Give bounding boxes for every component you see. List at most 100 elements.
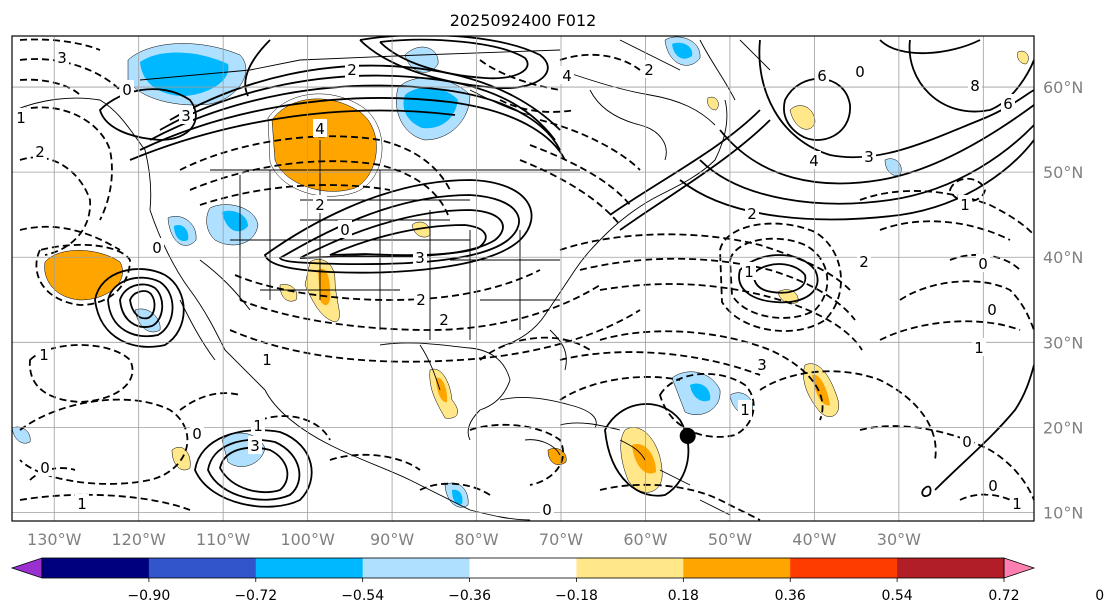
colorbar-segment <box>42 558 150 578</box>
contour-label: 1 <box>16 109 26 127</box>
map-frame <box>11 35 1035 522</box>
contour-label: 1 <box>960 196 970 214</box>
colorbar-extend-low <box>10 557 43 579</box>
colorbar-tick-label: −0.54 <box>341 588 384 604</box>
contour-label: 4 <box>562 67 572 85</box>
coastlines <box>14 39 771 521</box>
shade-pos-atlantic-north <box>789 105 816 130</box>
shade-pos-atlantic-east-core <box>812 374 830 406</box>
contour-label: 1 <box>974 339 984 357</box>
latitude-labels: 60°N 50°N 40°N 30°N 20°N 10°N <box>1043 78 1083 522</box>
longitude-label: 80°W <box>454 530 498 549</box>
longitude-label: 130°W <box>27 530 82 549</box>
shade-neg-rockies-core <box>222 210 248 232</box>
shade-neg-canada-core <box>403 87 458 129</box>
colorbar-tick-label: −0.72 <box>234 588 277 604</box>
longitude-label: 60°W <box>623 530 667 549</box>
shade-neg-panama-core <box>452 489 463 505</box>
shade-pos-far-east <box>1017 50 1029 65</box>
colorbar-segment <box>148 558 257 578</box>
colorbar-segment <box>469 558 577 578</box>
contour-label: 2 <box>644 61 654 79</box>
latitude-label: 50°N <box>1043 163 1083 182</box>
dashed-contours <box>19 38 1034 521</box>
longitude-label: 90°W <box>370 530 414 549</box>
contour-label: 2 <box>439 311 449 329</box>
shade-pos-gulf-core <box>436 377 448 403</box>
contour-label: 0 <box>542 501 552 519</box>
contour-label: 0 <box>122 81 132 99</box>
colorbar: −0.90 −0.72 −0.54 −0.36 −0.18 0.18 0.36 0.54 0.7… <box>10 557 1105 604</box>
contour-label: 2 <box>35 143 45 161</box>
colorbar-tick-label: −0.90 <box>127 588 170 604</box>
contour-label: 6 <box>1003 95 1013 113</box>
colorbar-tick-label: 0.72 <box>988 588 1019 604</box>
colorbar-segment <box>790 558 898 578</box>
contour-label: 3 <box>250 437 260 455</box>
shade-pos-texas <box>279 284 298 302</box>
longitude-label: 40°W <box>792 530 836 549</box>
colorbar-segment <box>576 558 684 578</box>
colorbar-extend-high <box>1003 557 1036 579</box>
contour-label: 0 <box>152 239 162 257</box>
contour-label: 8 <box>970 77 980 95</box>
shade-pos-northern-plains-edge <box>267 93 383 197</box>
contour-label: 0 <box>962 433 972 451</box>
contour-label: 3 <box>864 148 874 166</box>
contour-label: 4 <box>315 120 325 138</box>
contour-label: 0 <box>340 221 350 239</box>
contour-label: 0 <box>978 255 988 273</box>
contour-label: 3 <box>415 249 425 267</box>
colorbar-tick-label: 0.90 <box>1095 588 1105 604</box>
map-title: 2025092400 F012 <box>450 11 597 30</box>
longitude-label: 110°W <box>196 530 251 549</box>
colorbar-frame <box>41 557 1005 579</box>
latitude-label: 40°N <box>1043 248 1083 267</box>
colorbar-segment <box>362 558 471 578</box>
contour-labels: 3 2 3 4 8 6 6 0 3 0 4 2 4 3 2 1 2 0 3 2 … <box>14 48 1024 519</box>
contour-label: 4 <box>809 152 819 170</box>
contour-label: 3 <box>57 49 67 67</box>
latitude-label: 60°N <box>1043 78 1083 97</box>
storm-position-marker <box>679 427 696 444</box>
shade-neg-baffin-core <box>672 42 693 59</box>
contour-label: 1 <box>740 401 750 419</box>
contour-label: 6 <box>817 67 827 85</box>
longitude-label: 50°W <box>708 530 752 549</box>
contour-label: 1 <box>253 417 263 435</box>
shade-pos-greenland <box>707 96 719 111</box>
longitude-labels: 130°W 120°W 110°W 100°W 90°W 80°W 70°W 60°W 50°W… <box>27 530 921 549</box>
shade-neg-pacific-nw-core <box>174 224 189 242</box>
contour-label: 2 <box>416 291 426 309</box>
longitude-label: 70°W <box>539 530 583 549</box>
contour-label: 2 <box>315 196 325 214</box>
contour-label: 3 <box>757 356 767 374</box>
longitude-label: 30°W <box>877 530 921 549</box>
anomaly-shading <box>12 36 1029 508</box>
shade-pos-northern-plains <box>271 98 377 192</box>
shade-neg-atlantic-19n-core <box>690 383 711 402</box>
colorbar-segment <box>255 558 364 578</box>
colorbar-tick-label: −0.18 <box>555 588 598 604</box>
contour-label: 1 <box>1012 495 1022 513</box>
latitude-label: 30°N <box>1043 333 1083 352</box>
contour-label: 0 <box>988 477 998 495</box>
contour-label: 2 <box>347 61 357 79</box>
contour-label: 0 <box>40 459 50 477</box>
shade-neg-alaska-core <box>140 52 229 96</box>
contour-label: 2 <box>747 205 757 223</box>
colorbar-segment <box>683 558 791 578</box>
longitude-label: 120°W <box>112 530 167 549</box>
map-panel <box>12 36 1034 521</box>
colorbar-tick-label: −0.36 <box>448 588 491 604</box>
latitude-label: 20°N <box>1043 418 1083 437</box>
colorbar-segment <box>897 558 1005 578</box>
colorbar-tick-label: 0.54 <box>882 588 913 604</box>
contour-label: 1 <box>77 495 87 513</box>
contour-label: 1 <box>39 346 49 364</box>
colorbar-tick-label: 0.36 <box>775 588 806 604</box>
contour-label: 2 <box>859 253 869 271</box>
contour-label: 3 <box>181 107 191 125</box>
contour-label: 0 <box>987 301 997 319</box>
